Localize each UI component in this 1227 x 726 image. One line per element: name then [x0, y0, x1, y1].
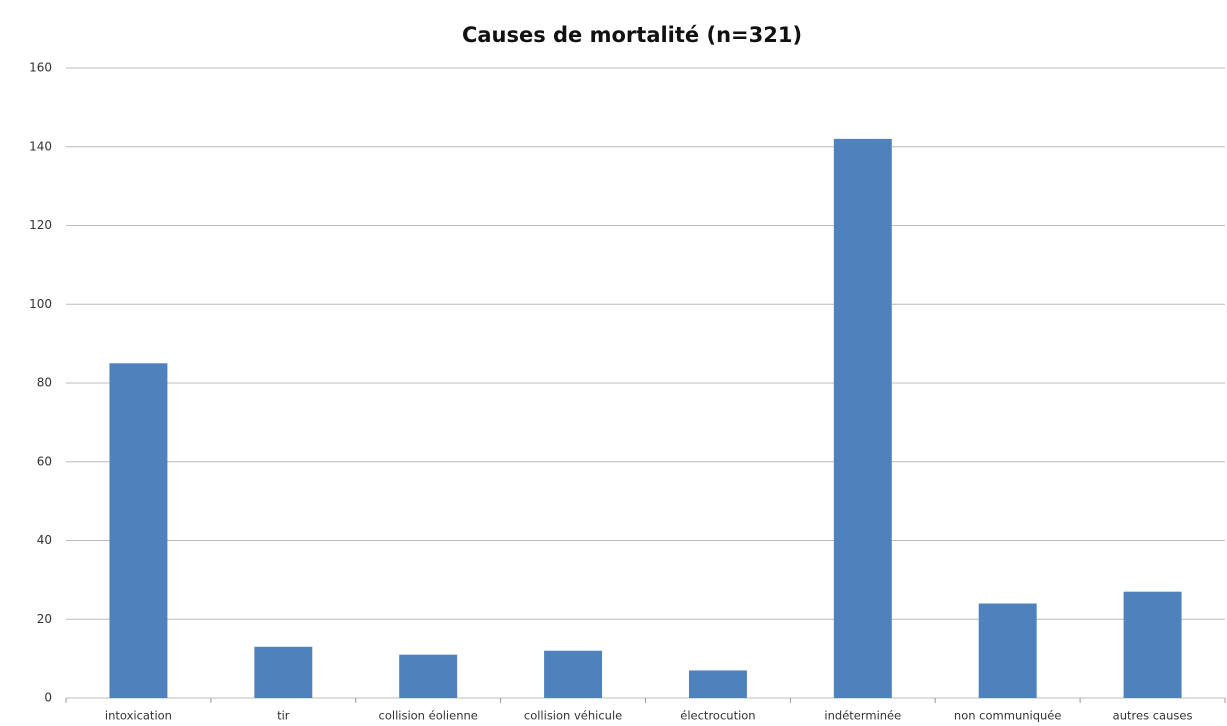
bar: [109, 363, 168, 698]
chart-title: Causes de mortalité (n=321): [462, 23, 802, 47]
bar: [688, 670, 747, 698]
x-tick-label: électrocution: [680, 709, 755, 723]
x-tick-label: collision éolienne: [379, 709, 478, 723]
y-tick-label: 80: [37, 376, 52, 390]
bar: [978, 603, 1037, 698]
bar: [254, 646, 313, 698]
y-tick-label: 120: [29, 218, 52, 232]
y-tick-label: 60: [37, 454, 52, 468]
y-tick-label: 20: [37, 612, 52, 626]
x-tick-label: collision véhicule: [524, 709, 622, 723]
y-tick-label: 140: [29, 139, 52, 153]
y-tick-label: 100: [29, 297, 52, 311]
y-tick-label: 0: [44, 691, 52, 705]
bar: [544, 650, 603, 698]
x-tick-label: intoxication: [105, 709, 172, 723]
y-tick-label: 40: [37, 533, 52, 547]
x-tick-label: autres causes: [1113, 709, 1193, 723]
y-tick-label: 160: [29, 61, 52, 75]
x-tick-label: tir: [277, 709, 290, 723]
x-tick-label: non communiquée: [954, 709, 1062, 723]
bar: [833, 138, 892, 698]
x-tick-label: indéterminée: [824, 709, 901, 723]
bar: [1123, 591, 1182, 698]
bar: [399, 654, 458, 698]
